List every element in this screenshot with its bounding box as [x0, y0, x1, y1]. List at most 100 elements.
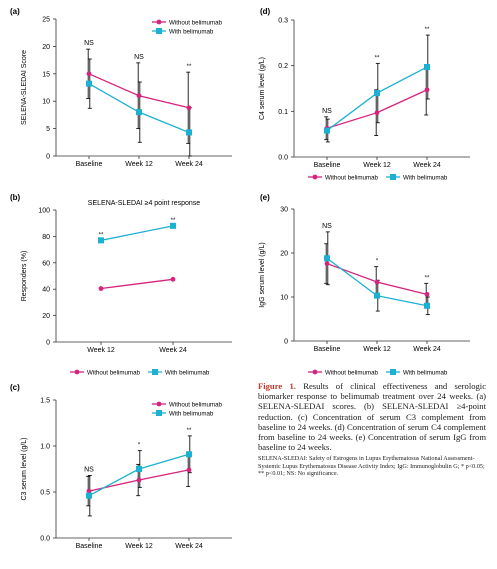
series-line-with-belimumab: [326, 66, 428, 132]
series-line-without-belimumab: [100, 278, 174, 290]
x-tick-label: Week 24: [159, 347, 187, 354]
y-tick-label: 20: [280, 251, 288, 258]
legend-label: Without belimumab: [169, 402, 223, 409]
x-tick-label: Week 24: [413, 346, 441, 353]
significance-label: NS: [84, 40, 94, 47]
significance-label: **: [187, 428, 192, 434]
data-point-without-belimumab: [86, 488, 92, 494]
data-point-without-belimumab: [186, 105, 192, 111]
data-point-with-belimumab: [324, 127, 330, 134]
x-tick-label: Week 12: [363, 346, 391, 353]
data-point-with-belimumab: [136, 466, 142, 472]
panel-label: (b): [10, 193, 21, 202]
legend-marker: [156, 28, 162, 34]
significance-label: *: [376, 259, 379, 265]
data-point-without-belimumab: [170, 276, 176, 282]
significance-label: NS: [322, 108, 332, 115]
significance-label: **: [425, 275, 430, 281]
data-point-with-belimumab: [170, 222, 176, 229]
y-tick-label: 0: [284, 339, 288, 346]
data-point-with-belimumab: [324, 255, 330, 262]
x-tick-label: Week 24: [175, 161, 203, 168]
x-tick-label: Week 12: [125, 543, 153, 550]
significance-label: **: [99, 232, 104, 238]
y-tick-label: 25: [42, 17, 50, 24]
y-tick-label: 0: [46, 154, 50, 161]
data-point-without-belimumab: [86, 71, 92, 77]
legend-marker: [156, 410, 162, 416]
significance-label: NS: [134, 54, 144, 61]
legend-marker: [74, 369, 80, 375]
x-tick-label: Baseline: [76, 161, 103, 168]
figure-caption: Figure 1. Results of clinical effectiven…: [258, 381, 486, 478]
y-tick-label: 0.1: [278, 109, 288, 116]
y-axis-label: SELENA-SLEDAI Score: [21, 50, 28, 125]
x-tick-label: Week 12: [125, 161, 153, 168]
legend-marker: [312, 369, 318, 375]
series-line-with-belimumab: [88, 453, 190, 497]
data-point-without-belimumab: [374, 279, 380, 285]
data-point-with-belimumab: [98, 237, 104, 244]
y-axis-label: IgG serum level (g/L): [259, 242, 266, 307]
panel-b: (b) SELENA-SLEDAI ≥4 point response 0 20 40 6…: [10, 193, 232, 377]
legend-label: Without belimumab: [325, 175, 379, 182]
significance-label: **: [171, 218, 176, 224]
data-point-with-belimumab: [186, 129, 192, 136]
legend-label: With belimumab: [169, 411, 214, 418]
y-tick-label: 20: [42, 313, 50, 320]
y-axis-label: C4 serum level (g/L): [259, 57, 266, 120]
panel-d: (d) 0.0 0.1 0.2 0.3 C4 serum level (g/L) Basel…: [259, 7, 470, 182]
series-line-with-belimumab: [88, 83, 190, 134]
panel-e: (e) 0 10 20 30 IgG serum level (g/L) Baseline W…: [259, 193, 470, 377]
data-point-with-belimumab: [136, 109, 142, 116]
data-point-with-belimumab: [424, 302, 430, 309]
y-tick-label: 1.0: [40, 444, 50, 451]
caption-note: SELENA-SLEDAI: Safety of Estrogens in Lu…: [258, 455, 485, 478]
legend-marker: [156, 401, 162, 407]
data-point-without-belimumab: [186, 467, 192, 473]
x-tick-label: Baseline: [314, 162, 341, 169]
x-tick-label: Week 24: [413, 162, 441, 169]
y-tick-label: 0.5: [40, 490, 50, 497]
data-point-without-belimumab: [98, 286, 104, 291]
y-tick-label: 20: [42, 44, 50, 51]
y-tick-label: 60: [42, 260, 50, 267]
significance-label: **: [375, 55, 380, 61]
y-tick-label: 0.0: [278, 155, 288, 162]
series-line-with-belimumab: [100, 225, 174, 241]
legend-label: With belimumab: [169, 29, 214, 36]
panel-label: (e): [260, 193, 270, 202]
y-tick-label: 40: [42, 287, 50, 294]
significance-label: NS: [84, 466, 94, 473]
significance-label: NS: [322, 223, 332, 230]
y-tick-label: 10: [42, 99, 50, 106]
y-axis-label: C3 serum level (g/L): [21, 437, 28, 500]
data-point-with-belimumab: [424, 64, 430, 71]
legend-label: Without belimumab: [169, 20, 223, 27]
data-point-without-belimumab: [424, 87, 430, 93]
x-tick-label: Baseline: [314, 346, 341, 353]
y-tick-label: 0: [46, 340, 50, 347]
x-tick-label: Week 12: [363, 162, 391, 169]
data-point-without-belimumab: [424, 291, 430, 297]
panel-label: (d): [260, 7, 271, 16]
legend-marker: [390, 369, 396, 375]
y-tick-label: 5: [46, 126, 50, 133]
significance-label: **: [187, 64, 192, 70]
data-point-without-belimumab: [136, 477, 142, 483]
chart-title: SELENA-SLEDAI ≥4 point response: [88, 200, 201, 207]
panel-c: (c) 0.0 0.5 1.0 1.5 C3 serum level (g/L) Basel…: [10, 383, 232, 550]
data-point-with-belimumab: [86, 492, 92, 499]
panel-a: (a) 0 5 10 15 20 25 SELENA-SLEDAI Score Baseline…: [10, 7, 232, 168]
series-line-without-belimumab: [88, 73, 190, 109]
legend-marker: [312, 174, 318, 180]
data-point-with-belimumab: [374, 292, 380, 299]
legend-label: With belimumab: [403, 175, 448, 182]
significance-label: *: [138, 443, 141, 449]
significance-label: **: [425, 27, 430, 33]
y-tick-label: 0.2: [278, 63, 288, 70]
x-tick-label: Week 24: [175, 543, 203, 550]
data-point-without-belimumab: [324, 261, 330, 266]
legend-label: Without belimumab: [325, 370, 379, 377]
